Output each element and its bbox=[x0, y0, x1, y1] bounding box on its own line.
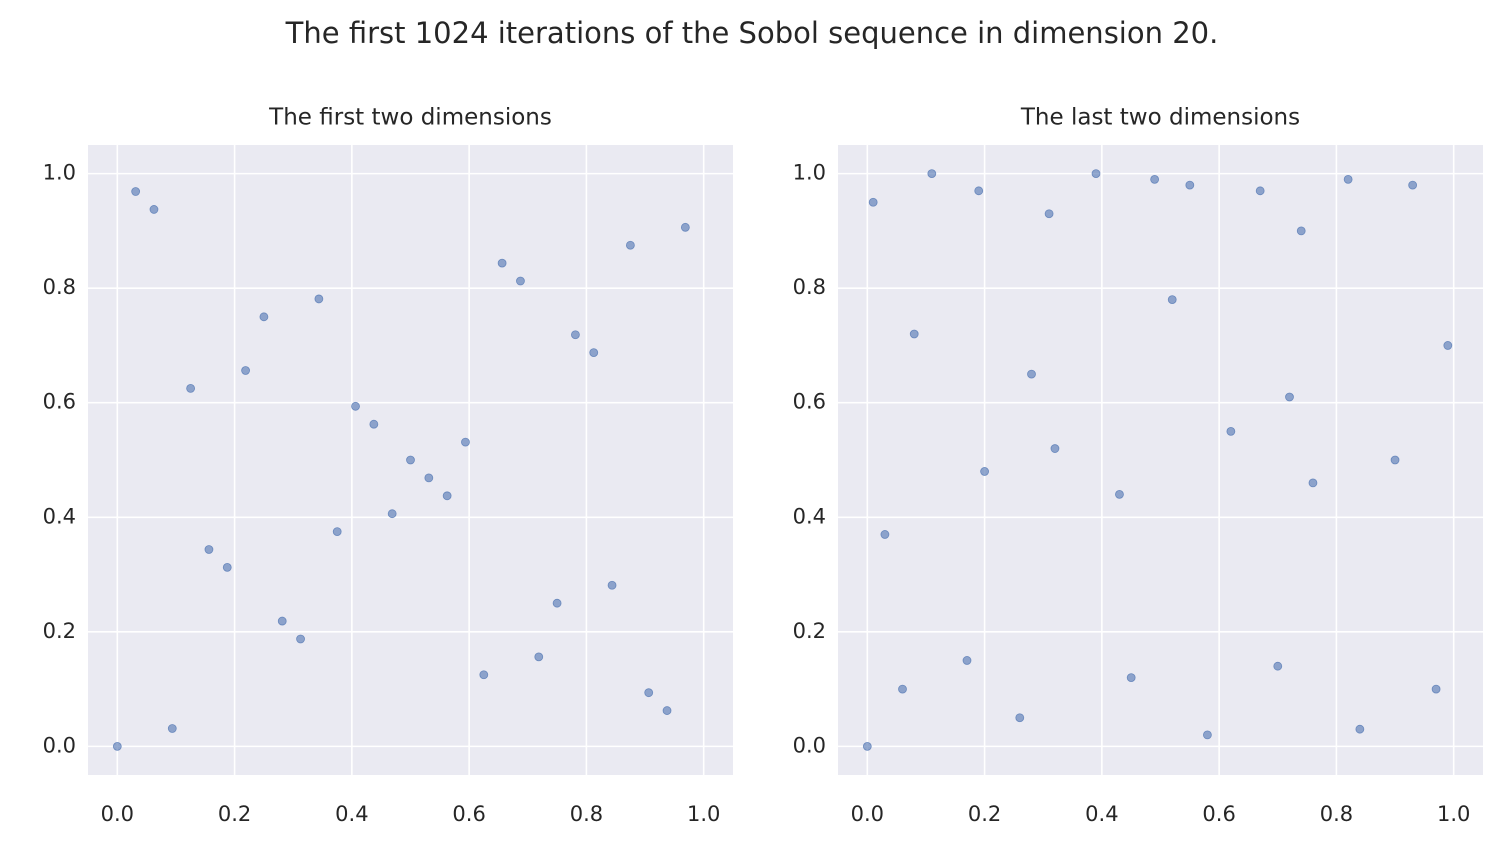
point bbox=[909, 329, 919, 339]
point bbox=[351, 401, 360, 411]
y-tick-label: 0.0 bbox=[793, 733, 826, 757]
x-tick-label: 0.6 bbox=[1202, 802, 1235, 826]
y-tick-label: 0.6 bbox=[43, 390, 76, 414]
point bbox=[1273, 661, 1283, 671]
x-tick-label: 0.4 bbox=[1085, 802, 1118, 826]
point bbox=[1431, 684, 1441, 694]
point bbox=[1126, 673, 1136, 683]
point bbox=[1390, 455, 1400, 465]
point bbox=[259, 312, 269, 322]
point bbox=[1343, 174, 1353, 184]
point bbox=[1203, 730, 1212, 740]
point bbox=[387, 509, 397, 519]
x-tick-label: 0.6 bbox=[452, 802, 485, 826]
point bbox=[1050, 444, 1060, 453]
point bbox=[552, 598, 562, 608]
x-tick-label: 1.0 bbox=[1437, 802, 1470, 826]
point bbox=[644, 688, 654, 698]
y-tick-label: 0.8 bbox=[43, 275, 76, 299]
point bbox=[927, 169, 937, 179]
figure-title: The first 1024 iterations of the Sobol s… bbox=[285, 16, 1219, 50]
y-tick-label: 0.8 bbox=[793, 275, 826, 299]
point bbox=[880, 530, 890, 539]
x-tick-label: 0.2 bbox=[218, 802, 251, 826]
y-tick-label: 1.0 bbox=[793, 161, 826, 185]
point bbox=[962, 656, 972, 665]
y-tick-label: 0.4 bbox=[793, 504, 826, 528]
point bbox=[534, 652, 544, 662]
x-tick-label: 0.0 bbox=[851, 802, 884, 826]
point bbox=[497, 258, 507, 268]
point bbox=[868, 197, 878, 207]
point bbox=[662, 706, 672, 715]
point bbox=[1443, 341, 1453, 350]
point bbox=[461, 437, 470, 447]
x-tick-label: 1.0 bbox=[687, 802, 720, 826]
point bbox=[442, 491, 452, 501]
point bbox=[369, 419, 379, 429]
point bbox=[1355, 724, 1365, 734]
point bbox=[862, 741, 872, 751]
point bbox=[516, 276, 525, 286]
point bbox=[1308, 478, 1318, 488]
panel-title: The first two dimensions bbox=[268, 105, 552, 131]
point bbox=[131, 187, 141, 196]
point bbox=[424, 473, 434, 483]
point bbox=[1226, 426, 1236, 436]
x-tick-label: 0.4 bbox=[335, 802, 368, 826]
point bbox=[1115, 489, 1124, 499]
point bbox=[1044, 209, 1054, 219]
point bbox=[1167, 295, 1177, 305]
point bbox=[974, 186, 984, 196]
y-tick-label: 1.0 bbox=[43, 161, 76, 185]
point bbox=[625, 240, 635, 250]
point bbox=[112, 741, 122, 751]
x-tick-label: 0.2 bbox=[968, 802, 1001, 826]
point bbox=[314, 294, 324, 304]
panel-title: The last two dimensions bbox=[1020, 105, 1300, 131]
y-tick-label: 0.6 bbox=[793, 390, 826, 414]
point bbox=[1185, 180, 1195, 190]
point bbox=[1150, 174, 1160, 184]
x-tick-label: 0.0 bbox=[101, 802, 134, 826]
point bbox=[406, 455, 415, 465]
point bbox=[980, 467, 989, 476]
point bbox=[296, 634, 305, 644]
point bbox=[1296, 226, 1306, 236]
point bbox=[1285, 392, 1294, 402]
point bbox=[1027, 369, 1036, 379]
point bbox=[241, 366, 250, 375]
point bbox=[222, 562, 232, 572]
point bbox=[589, 348, 599, 358]
point bbox=[1091, 169, 1101, 179]
point bbox=[571, 330, 580, 340]
point bbox=[1255, 186, 1265, 196]
point bbox=[186, 384, 196, 393]
point bbox=[898, 684, 907, 694]
x-tick-label: 0.8 bbox=[1320, 802, 1353, 826]
point bbox=[332, 527, 342, 536]
plot-area bbox=[838, 145, 1483, 775]
point bbox=[1408, 180, 1418, 190]
point bbox=[1015, 713, 1025, 723]
point bbox=[607, 580, 617, 590]
x-tick-label: 0.8 bbox=[570, 802, 603, 826]
point bbox=[204, 545, 214, 554]
y-tick-label: 0.4 bbox=[43, 504, 76, 528]
y-tick-label: 0.2 bbox=[43, 619, 76, 643]
point bbox=[149, 205, 159, 214]
y-tick-label: 0.2 bbox=[793, 619, 826, 643]
point bbox=[277, 616, 287, 626]
point bbox=[479, 670, 489, 680]
point bbox=[680, 222, 690, 232]
y-tick-label: 0.0 bbox=[43, 733, 76, 757]
point bbox=[167, 724, 177, 733]
